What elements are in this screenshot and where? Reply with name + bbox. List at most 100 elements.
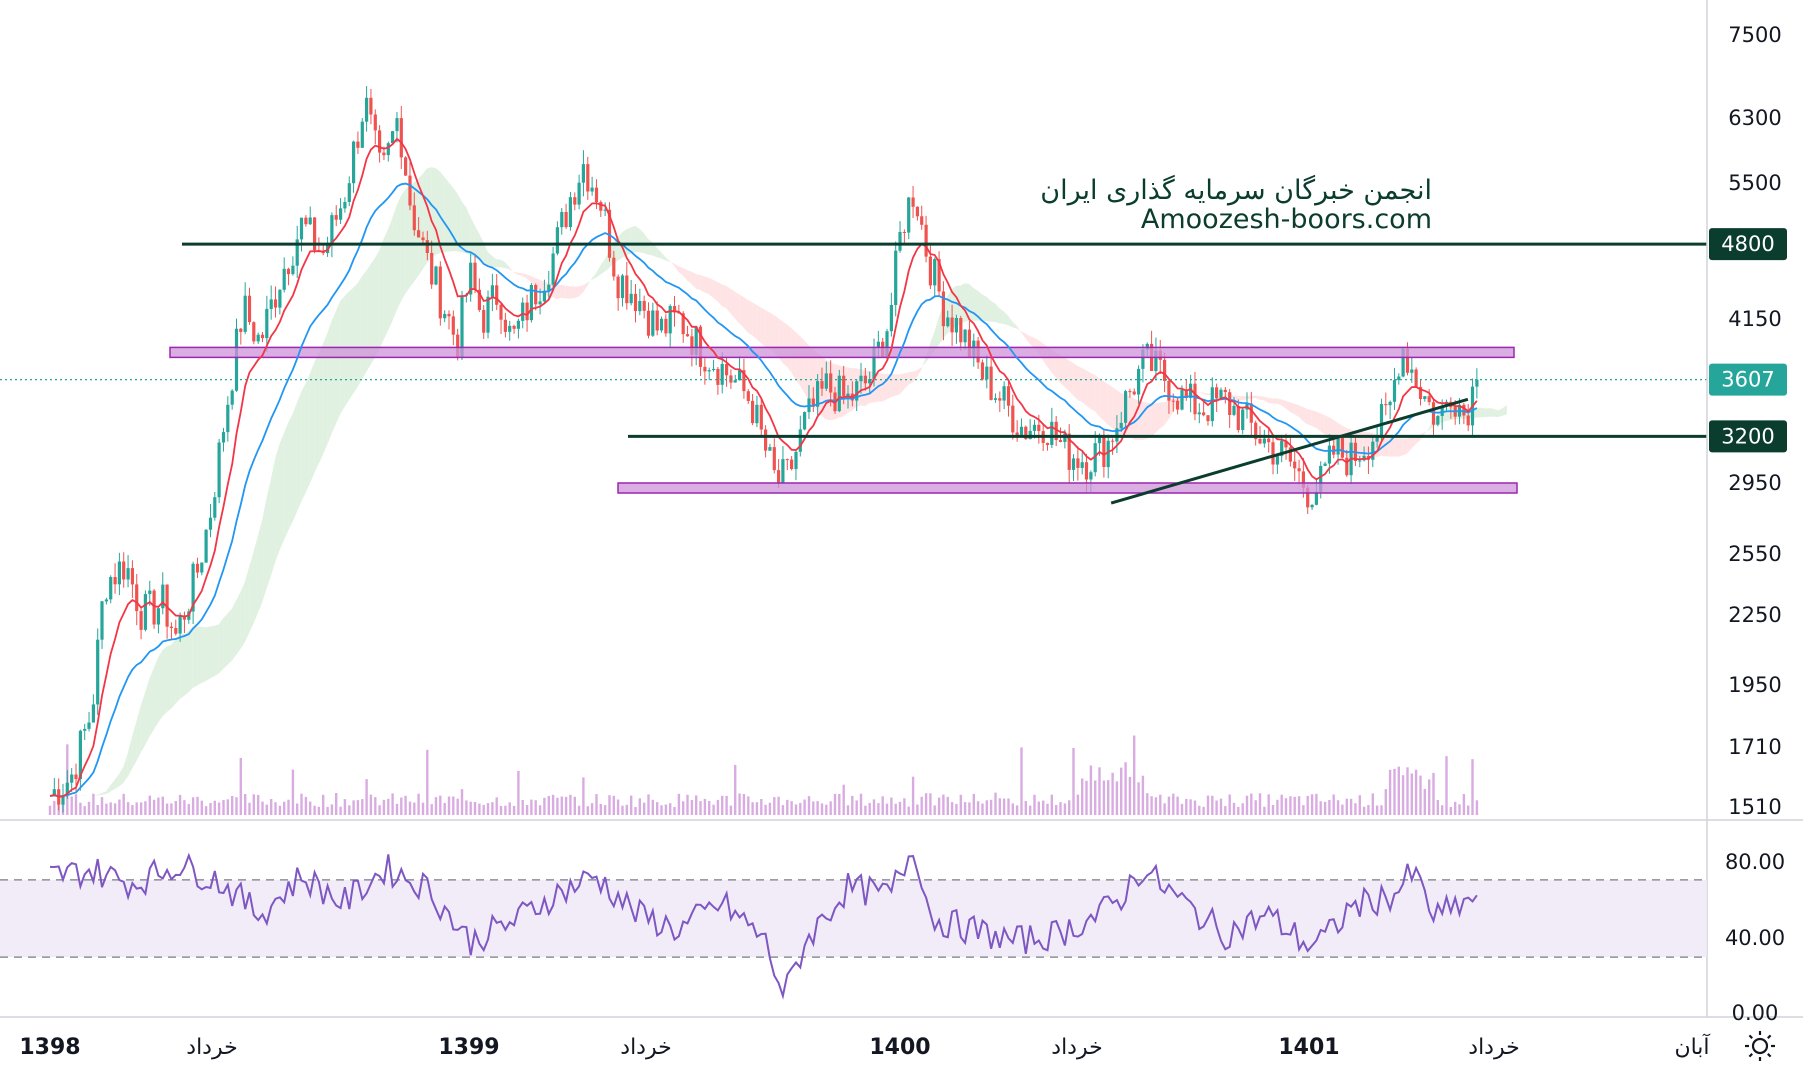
cloud-segment: [566, 286, 570, 299]
volume-bar: [851, 796, 853, 815]
cloud-segment: [1485, 408, 1489, 417]
volume-bar: [1406, 767, 1408, 815]
candle-down: [426, 240, 429, 253]
cloud-segment: [188, 627, 192, 693]
cloud-segment: [423, 168, 427, 269]
volume-bar: [179, 795, 181, 815]
price-tick: 6300: [1728, 106, 1781, 130]
cloud-segment: [570, 286, 574, 298]
volume-bar: [613, 796, 615, 815]
price-zone[interactable]: [618, 483, 1517, 493]
volume-bar: [1124, 762, 1126, 815]
volume-bar: [131, 805, 133, 815]
volume-bar: [730, 806, 732, 815]
volume-bar: [860, 794, 862, 815]
volume-bar: [1346, 799, 1348, 815]
volume-bar: [1211, 796, 1213, 815]
volume-bar: [955, 804, 957, 815]
volume-bar: [49, 806, 51, 815]
cloud-segment: [310, 363, 314, 484]
candle-up: [92, 704, 95, 722]
candle-down: [495, 285, 498, 305]
cloud-segment: [232, 600, 236, 660]
candle-up: [560, 212, 563, 227]
volume-bar: [838, 794, 840, 815]
candle-up: [127, 568, 130, 579]
cloud-segment: [444, 177, 448, 252]
volume-bar: [1202, 807, 1204, 815]
volume-bar: [1389, 770, 1391, 815]
candle-down: [751, 401, 754, 423]
cloud-segment: [149, 668, 153, 737]
price-zone[interactable]: [170, 347, 1514, 357]
volume-bar: [1246, 796, 1248, 815]
volume-bar: [1311, 794, 1313, 815]
chart-settings-button[interactable]: [1738, 1024, 1782, 1068]
volume-bar: [370, 795, 372, 815]
volume-bar: [747, 796, 749, 815]
price-tick: 1710: [1728, 735, 1781, 759]
candle-down: [716, 369, 719, 385]
volume-bar: [582, 777, 584, 815]
volume-bar: [470, 802, 472, 815]
volume-bar: [1393, 769, 1395, 815]
candle-up: [755, 405, 758, 423]
volume-bar: [873, 799, 875, 815]
cloud-segment: [258, 520, 262, 613]
volume-bar: [1051, 795, 1053, 815]
volume-bar: [847, 805, 849, 815]
volume-bar: [1411, 774, 1413, 816]
candle-down: [1111, 441, 1114, 442]
cloud-segment: [266, 480, 270, 589]
candle-up: [352, 142, 355, 184]
cloud-segment: [1082, 368, 1086, 406]
cloud-segment: [206, 626, 210, 681]
volume-bar: [153, 800, 155, 815]
cloud-segment: [1091, 373, 1095, 411]
candle-up: [994, 398, 997, 400]
cloud-segment: [1160, 402, 1164, 428]
volume-bar: [88, 802, 90, 815]
volume-bar: [782, 805, 784, 815]
volume-bar: [1268, 794, 1270, 815]
volume-bar: [461, 789, 463, 815]
volume-bar: [1198, 806, 1200, 815]
candle-up: [669, 306, 672, 333]
volume-bar: [1398, 767, 1400, 815]
cloud-segment: [1268, 398, 1272, 404]
candle-up: [300, 218, 303, 240]
candle-down: [287, 269, 290, 274]
volume-bar: [1046, 804, 1048, 815]
candle-up: [1003, 386, 1006, 400]
candle-up: [630, 294, 633, 303]
cloud-segment: [236, 592, 240, 655]
cloud-segment: [783, 322, 787, 367]
candle-up: [70, 775, 73, 783]
candle-down: [903, 232, 906, 233]
cloud-segment: [275, 444, 279, 562]
cloud-segment: [739, 294, 743, 327]
volume-bar: [1003, 799, 1005, 815]
volume-bar: [903, 798, 905, 815]
cloud-segment: [635, 226, 639, 252]
rsi-tick: 80.00: [1725, 850, 1785, 874]
time-label-month: آبان: [1674, 1033, 1710, 1060]
volume-bar: [296, 804, 298, 816]
cloud-segment: [327, 321, 331, 445]
volume-bar: [1233, 803, 1235, 815]
candle-up: [205, 530, 208, 563]
candle-down: [951, 318, 954, 333]
volume-bar: [890, 798, 892, 816]
volume-bar: [934, 805, 936, 815]
volume-bar: [192, 797, 194, 815]
cloud-segment: [882, 374, 886, 402]
volume-bar: [1380, 805, 1382, 815]
volume-bar: [1324, 802, 1326, 815]
candle-down: [990, 367, 993, 400]
candle-up: [1263, 439, 1266, 444]
volume-bar: [990, 800, 992, 815]
volume-bar: [1302, 805, 1304, 815]
candle-up: [157, 608, 160, 624]
candle-up: [1397, 377, 1400, 381]
